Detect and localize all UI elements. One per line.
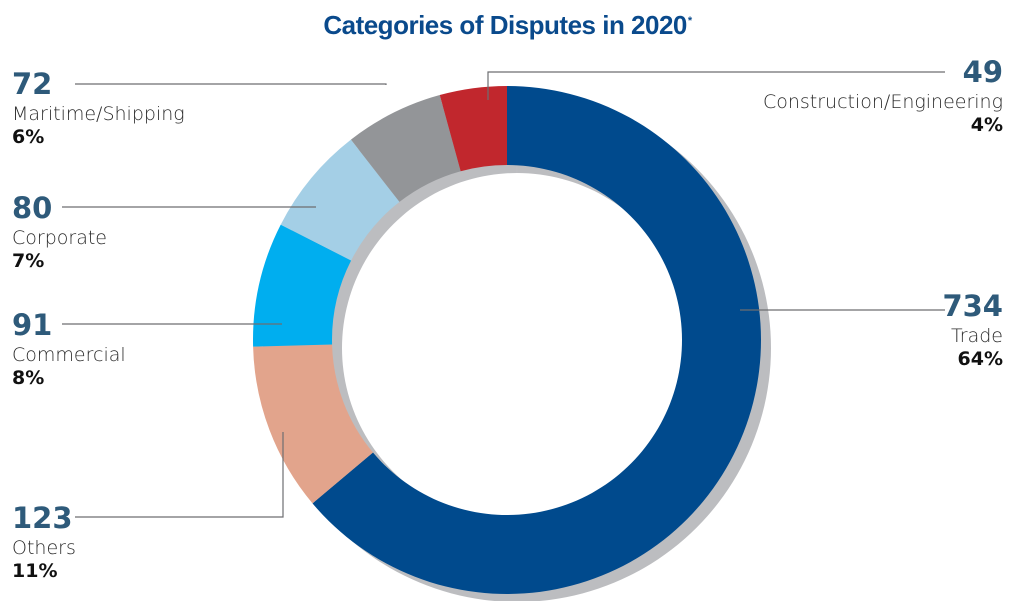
donut-slice-corporate — [280, 139, 400, 261]
callout-commercial: 91 Commercial 8% — [12, 311, 126, 388]
callout-trade: 734 Trade 64% — [942, 292, 1003, 369]
title-footnote-mark: * — [687, 15, 692, 28]
leader-line — [75, 432, 284, 518]
callout-corporate: 80 Corporate 7% — [12, 194, 107, 271]
donut-slice-construction-engineering — [439, 86, 507, 172]
callout-label: Corporate — [12, 227, 107, 249]
donut-slice-commercial — [253, 224, 352, 347]
callout-label: Maritime/Shipping — [12, 103, 185, 125]
donut-slice-others — [253, 344, 373, 504]
callout-maritime: 72 Maritime/Shipping 6% — [12, 70, 185, 147]
callout-label: Others — [12, 537, 76, 559]
chart-title-text: Categories of Disputes in 2020 — [323, 10, 687, 40]
callout-percent: 64% — [957, 348, 1003, 370]
callout-value: 91 — [12, 308, 53, 342]
callout-others: 123 Others 11% — [12, 504, 76, 581]
chart-title: Categories of Disputes in 2020* — [0, 10, 1015, 41]
callout-construction: 49 Construction/Engineering 4% — [763, 58, 1003, 135]
callout-percent: 7% — [12, 250, 45, 272]
leader-line — [487, 71, 945, 100]
callout-value: 72 — [12, 67, 53, 101]
callout-value: 80 — [12, 191, 53, 225]
callout-percent: 8% — [12, 367, 45, 389]
donut-slice-trade — [312, 86, 761, 594]
callout-label: Trade — [950, 325, 1003, 347]
callout-label: Commercial — [12, 344, 126, 366]
callout-percent: 4% — [970, 114, 1003, 136]
callout-value: 734 — [942, 289, 1003, 323]
callout-value: 49 — [962, 55, 1003, 89]
leader-line — [75, 83, 387, 85]
donut-slice-maritime-shipping — [350, 95, 461, 202]
callout-label: Construction/Engineering — [762, 91, 1003, 113]
callout-percent: 11% — [12, 560, 58, 582]
callout-percent: 6% — [12, 126, 45, 148]
callout-value: 123 — [12, 501, 73, 535]
